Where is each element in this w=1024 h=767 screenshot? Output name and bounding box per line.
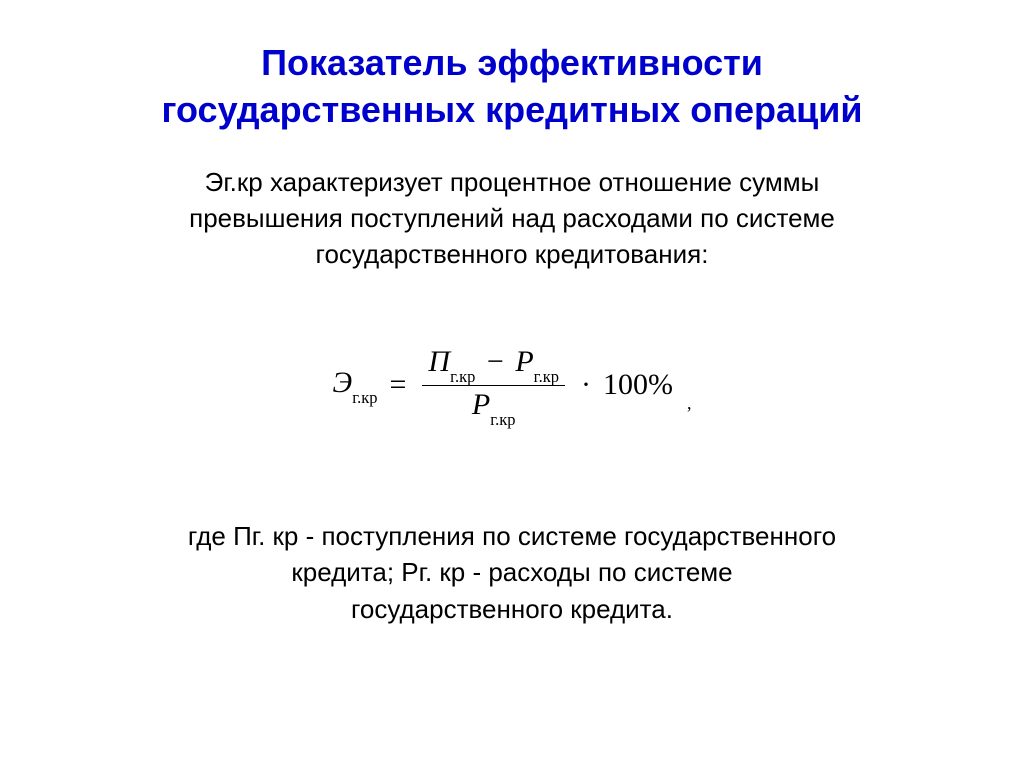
where-line-1: где Пг. кр - поступления по системе госу… (188, 521, 836, 551)
where-paragraph: где Пг. кр - поступления по системе госу… (50, 518, 974, 627)
fraction: Пг.кр − Рг.кр Рг.кр (422, 343, 565, 428)
where-line-2: кредита; Рг. кр - расходы по системе (291, 557, 732, 587)
num-term1-sub: г.кр (450, 367, 475, 386)
den-symbol: Р (472, 388, 490, 421)
denominator: Рг.кр (466, 386, 522, 428)
where-line-3: государственного кредита. (351, 594, 673, 624)
den-sub: г.кр (490, 410, 515, 429)
formula-container: Эг.кр = Пг.кр − Рг.кр Рг.кр · 100% , (50, 343, 974, 428)
multiplier: 100% (603, 368, 673, 402)
dot-operator: · (577, 368, 595, 402)
slide-title: Показатель эффективности государственных… (50, 40, 974, 134)
num-term2-sub: г.кр (534, 367, 559, 386)
formula: Эг.кр = Пг.кр − Рг.кр Рг.кр · 100% , (333, 343, 692, 428)
formula-lhs: Эг.кр (333, 366, 378, 404)
title-line-1: Показатель эффективности (261, 42, 763, 83)
lhs-symbol: Э (333, 366, 353, 399)
lhs-subscript: г.кр (352, 388, 377, 407)
title-line-2: государственных кредитных операций (162, 89, 863, 130)
minus-sign: − (483, 345, 508, 378)
trailing-comma: , (687, 393, 692, 414)
intro-paragraph: Эг.кр характеризует процентное отношение… (50, 164, 974, 273)
numerator: Пг.кр − Рг.кр (422, 343, 565, 385)
num-term1-symbol: П (428, 345, 450, 378)
intro-line-3: государственного кредитования: (316, 239, 709, 269)
intro-line-1: Эг.кр характеризует процентное отношение… (205, 167, 820, 197)
equals-sign: = (386, 368, 411, 402)
num-term2-symbol: Р (515, 345, 533, 378)
intro-line-2: превышения поступлений над расходами по … (189, 203, 835, 233)
